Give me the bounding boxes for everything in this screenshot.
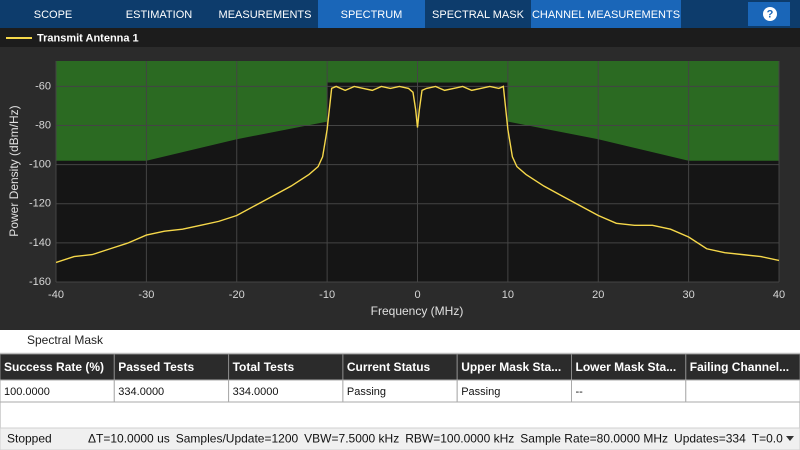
tab[interactable] (318, 0, 425, 28)
y-tick-label: -140 (29, 237, 51, 249)
table-header-text: Success Rate (%) (4, 360, 104, 374)
y-tick-label: -80 (35, 119, 51, 131)
status-item: ΔT=10.0000 us (88, 432, 170, 446)
y-tick-label: -60 (35, 80, 51, 92)
table-title-bar (0, 330, 800, 352)
y-tick-label: -160 (29, 276, 51, 288)
status-item: VBW=7.5000 kHz (304, 432, 399, 446)
table-header-text: Lower Mask Sta... (576, 360, 677, 374)
status-item: Samples/Update=1200 (176, 432, 299, 446)
legend-strip (0, 28, 800, 47)
y-tick-label: -120 (29, 198, 51, 210)
status-item: RBW=100.0000 kHz (405, 432, 514, 446)
table-header-text: Current Status (347, 360, 431, 374)
table-cell-text: Passing (461, 386, 500, 398)
tab-label: SCOPE (34, 9, 73, 21)
y-axis-label: Power Density (dBm/Hz) (7, 105, 21, 236)
table-title: Spectral Mask (27, 333, 104, 347)
table-header-cell[interactable] (342, 353, 458, 381)
table-cell (685, 379, 800, 403)
status-item: T=0.0 (752, 432, 783, 446)
table-header-cell[interactable] (571, 353, 687, 381)
table-header-cell[interactable] (228, 353, 344, 381)
table-cell-text: -- (576, 386, 584, 398)
tab-label: SPECTRUM (341, 9, 403, 21)
x-tick-label: 20 (592, 289, 604, 301)
table-cell-text: 100.0000 (4, 386, 50, 398)
y-tick-label: -100 (29, 159, 51, 171)
table-cell-text: Passing (347, 386, 386, 398)
x-axis-label: Frequency (MHz) (371, 304, 464, 318)
table-header-text: Passed Tests (118, 360, 194, 374)
x-tick-label: 10 (502, 289, 514, 301)
tab[interactable] (531, 0, 681, 28)
tab[interactable] (425, 0, 531, 28)
table-header-cell[interactable] (685, 353, 800, 381)
table-header-text: Total Tests (233, 360, 295, 374)
help-text: ? (767, 8, 774, 20)
tab[interactable] (212, 0, 318, 28)
x-tick-label: -10 (319, 289, 335, 301)
status-state: Stopped (7, 432, 52, 446)
x-tick-label: -30 (138, 289, 154, 301)
tab-label: MEASUREMENTS (219, 9, 312, 21)
tab[interactable] (0, 0, 106, 28)
x-tick-label: -40 (48, 289, 64, 301)
trace (56, 85, 779, 264)
status-item: Sample Rate=80.0000 MHz (520, 432, 668, 446)
table-header-cell[interactable] (456, 353, 573, 381)
table-cell-text: 334.0000 (118, 386, 164, 398)
status-bar (0, 427, 800, 450)
tab[interactable] (106, 0, 212, 28)
x-tick-label: 40 (773, 289, 785, 301)
legend-label: Transmit Antenna 1 (37, 32, 139, 44)
table-cell (571, 379, 687, 403)
x-tick-label: 30 (683, 289, 695, 301)
tab-label: SPECTRAL MASK (432, 9, 525, 21)
help-icon (763, 7, 777, 21)
table-header-text: Upper Mask Sta... (461, 360, 561, 374)
status-dropdown[interactable] (786, 436, 794, 441)
status-item: Updates=334 (674, 432, 746, 446)
x-tick-label: 0 (414, 289, 420, 301)
table-cell-text: 334.0000 (233, 386, 279, 398)
x-tick-label: -20 (229, 289, 245, 301)
tab-label: CHANNEL MEASUREMENTS (532, 9, 680, 21)
tab-label: ESTIMATION (126, 9, 192, 21)
table-header-text: Failing Channel... (690, 360, 789, 374)
